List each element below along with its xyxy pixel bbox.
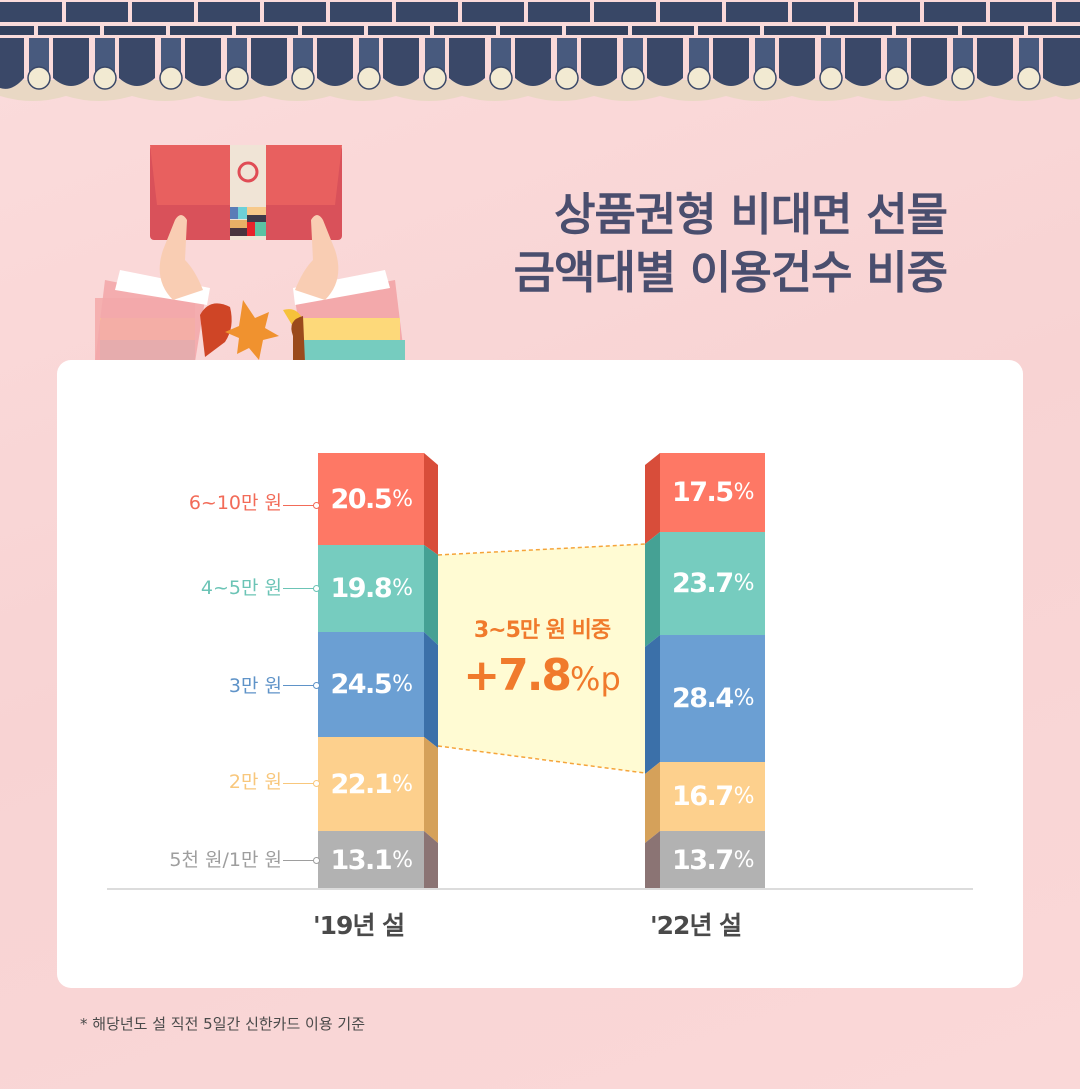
- bar-2019-5cheon-1man: 13.1%: [318, 831, 424, 889]
- leader-dot: [313, 682, 320, 689]
- leader-line: [283, 685, 316, 686]
- bar-2022-4-5man: 23.7%: [660, 532, 765, 635]
- gift-envelope-hands-icon: [95, 145, 405, 362]
- x-axis-baseline: [107, 888, 973, 890]
- value-label: 13.1: [330, 844, 392, 876]
- bar-2019-6-10man: 20.5%: [318, 453, 424, 545]
- leader-dot: [313, 585, 320, 592]
- callout-label: 3~5만 원 비중: [473, 618, 611, 643]
- value-label: 28.4: [671, 683, 734, 714]
- bar-2019-4-5man: 19.8%: [318, 545, 424, 632]
- percent-sign: %: [733, 784, 755, 809]
- percent-sign: %: [392, 672, 413, 697]
- percent-sign: %: [733, 847, 755, 873]
- value-label: 16.7: [671, 781, 734, 812]
- callout-number: +7.8: [463, 650, 572, 701]
- bar-2022-5cheon-1man: 13.7%: [660, 831, 765, 889]
- x-label-2019: '19년 설: [313, 911, 405, 940]
- legend-4-5man: 4~5만 원: [200, 577, 282, 599]
- value-label: 24.5: [330, 669, 392, 700]
- value-label: 13.7: [671, 844, 734, 876]
- title-line-1: 상품권형 비대면 선물: [554, 188, 948, 241]
- value-label: 22.1: [330, 768, 392, 800]
- page-title: 상품권형 비대면 선물 금액대별 이용건수 비중: [513, 186, 948, 302]
- value-label: 17.5: [671, 477, 734, 508]
- percent-sign: %: [392, 771, 413, 797]
- percent-sign: %: [733, 480, 755, 505]
- title-line-2: 금액대별 이용건수 비중: [513, 246, 948, 299]
- leader-line: [283, 588, 316, 589]
- percent-sign: %: [392, 847, 413, 873]
- bar-2019-2man: 22.1%: [318, 737, 424, 831]
- bar-2022-3man: 28.4%: [660, 635, 765, 762]
- legend-5cheon-1man: 5천 원/1만 원: [169, 849, 282, 871]
- bar-2019-3man: 24.5%: [318, 632, 424, 737]
- legend-3man: 3만 원: [228, 675, 282, 697]
- callout-value: +7.8%p: [442, 650, 642, 701]
- leader-dot: [313, 780, 320, 787]
- leader-dot: [313, 857, 320, 864]
- value-label: 19.8: [330, 573, 392, 604]
- leader-dot: [313, 502, 320, 509]
- x-label-2022: '22년 설: [650, 911, 742, 940]
- footnote: * 해당년도 설 직전 5일간 신한카드 이용 기준: [80, 1015, 366, 1033]
- callout-unit: %p: [570, 660, 621, 698]
- leader-line: [283, 505, 316, 506]
- value-label: 20.5: [330, 483, 392, 515]
- bar-2022-6-10man: 17.5%: [660, 453, 765, 532]
- leader-line: [283, 860, 316, 861]
- roof-tile-decoration: [0, 0, 1080, 101]
- value-label: 23.7: [671, 568, 734, 599]
- percent-sign: %: [392, 576, 413, 601]
- legend-2man: 2만 원: [228, 771, 282, 793]
- leader-line: [283, 783, 316, 784]
- bar-2022-2man: 16.7%: [660, 762, 765, 831]
- percent-sign: %: [733, 571, 755, 596]
- legend-6-10man: 6~10만 원: [188, 492, 282, 514]
- percent-sign: %: [733, 686, 755, 711]
- percent-sign: %: [392, 486, 413, 512]
